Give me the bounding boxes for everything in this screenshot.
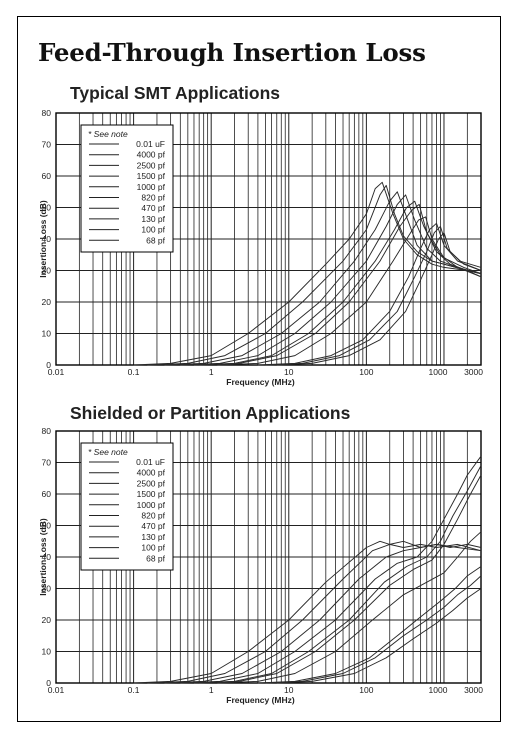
legend-label: 4000 pf (137, 150, 166, 160)
legend-label: 820 pf (141, 511, 165, 521)
legend-label: 470 pf (141, 521, 165, 531)
x-tick-label: 0.1 (128, 685, 140, 695)
x-tick-label: 10 (284, 367, 294, 377)
legend-label: 0.01 uF (136, 139, 165, 149)
series-line-1 (133, 540, 482, 684)
series-line-9 (265, 575, 482, 684)
legend-label: 470 pf (141, 203, 165, 213)
y-axis-label: Insertion Loss (dB) (38, 200, 48, 278)
x-tick-label: 3000 (464, 685, 483, 695)
series-line-10 (276, 232, 482, 366)
series-line-7 (217, 216, 482, 366)
legend-note: * See note (88, 129, 128, 139)
y-tick-label: 30 (42, 266, 52, 276)
chart-2: Shielded or Partition Applications * See … (38, 403, 483, 705)
series-line-8 (257, 566, 482, 684)
x-tick-label: 1000 (429, 367, 448, 377)
legend-label: 130 pf (141, 532, 165, 542)
legend-label: 0.01 uF (136, 457, 165, 467)
y-tick-label: 10 (42, 647, 52, 657)
y-tick-label: 80 (42, 426, 52, 436)
y-axis-label: Insertion Loss (dB) (38, 518, 48, 596)
legend-label: 130 pf (141, 214, 165, 224)
series-line-8 (257, 222, 482, 366)
legend-label: 1000 pf (137, 182, 166, 192)
legend-label: 100 pf (141, 543, 165, 553)
legend-label: 100 pf (141, 225, 165, 235)
series-line-4 (180, 194, 482, 366)
legend-note: * See note (88, 447, 128, 457)
x-tick-label: 0.01 (48, 685, 65, 695)
series-line-10 (276, 588, 482, 684)
y-tick-label: 40 (42, 234, 52, 244)
y-tick-label: 50 (42, 203, 52, 213)
legend-label: 68 pf (146, 553, 166, 563)
page-title: Feed-Through Insertion Loss (38, 38, 426, 67)
y-tick-label: 30 (42, 584, 52, 594)
legend-label: 4000 pf (137, 468, 166, 478)
chart-title: Typical SMT Applications (70, 83, 280, 103)
y-tick-label: 20 (42, 615, 52, 625)
series-line-3 (164, 191, 482, 366)
chart-1: Typical SMT Applications * See note 0.01 u… (38, 83, 483, 387)
x-axis-label: Frequency (MHz) (226, 377, 295, 387)
legend-label: 68 pf (146, 235, 166, 245)
x-tick-label: 10 (284, 685, 294, 695)
x-tick-label: 0.01 (48, 367, 65, 377)
series-line-7 (217, 531, 482, 684)
series-line-6 (199, 474, 482, 684)
x-tick-label: 1000 (429, 685, 448, 695)
y-tick-label: 70 (42, 140, 52, 150)
legend-label: 2500 pf (137, 478, 166, 488)
series-line-5 (193, 465, 482, 684)
legend-label: 1500 pf (137, 489, 166, 499)
series-line-2 (147, 543, 482, 684)
legend-box (80, 442, 174, 571)
x-tick-label: 3000 (464, 367, 483, 377)
y-tick-label: 50 (42, 521, 52, 531)
chart-title: Shielded or Partition Applications (70, 403, 351, 423)
legend-label: 1000 pf (137, 500, 166, 510)
series-line-1 (133, 181, 482, 366)
series-line-3 (164, 543, 482, 684)
series-line-5 (193, 200, 482, 366)
x-tick-label: 1 (209, 367, 214, 377)
legend-label: 820 pf (141, 193, 165, 203)
legend-box (80, 124, 174, 253)
y-tick-label: 80 (42, 108, 52, 118)
y-tick-label: 10 (42, 329, 52, 339)
y-tick-label: 0 (46, 678, 51, 688)
series-line-6 (199, 203, 482, 366)
y-tick-label: 60 (42, 171, 52, 181)
y-tick-label: 0 (46, 360, 51, 370)
y-tick-label: 20 (42, 297, 52, 307)
x-tick-label: 100 (359, 367, 373, 377)
x-axis-label: Frequency (MHz) (226, 695, 295, 705)
series-line-4 (180, 455, 482, 684)
x-tick-label: 100 (359, 685, 373, 695)
series-line-2 (147, 184, 482, 366)
y-tick-label: 40 (42, 552, 52, 562)
legend-label: 1500 pf (137, 171, 166, 181)
x-tick-label: 0.1 (128, 367, 140, 377)
y-tick-label: 70 (42, 458, 52, 468)
y-tick-label: 60 (42, 489, 52, 499)
legend-label: 2500 pf (137, 160, 166, 170)
x-tick-label: 1 (209, 685, 214, 695)
